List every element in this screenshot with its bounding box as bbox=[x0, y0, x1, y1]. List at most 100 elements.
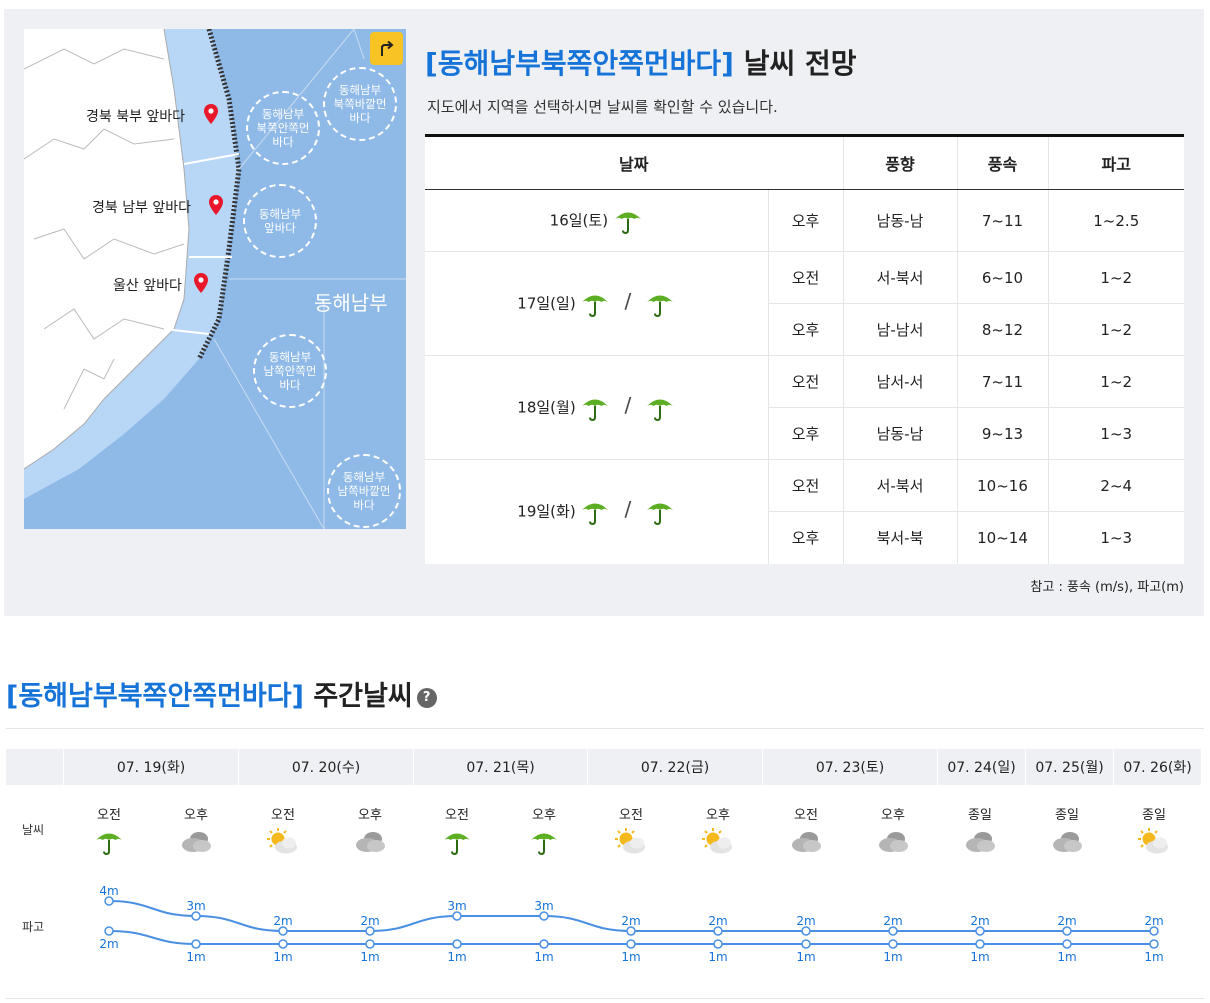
wave-min-point bbox=[104, 926, 114, 936]
location-pin-icon[interactable] bbox=[204, 104, 218, 124]
slot-weather bbox=[1137, 827, 1171, 857]
weekly-date: 07. 23(토) bbox=[763, 749, 937, 785]
forecast-wind-dir: 남서-서 bbox=[842, 355, 957, 408]
slot-weather bbox=[1050, 827, 1084, 857]
wave-max-point bbox=[1149, 926, 1159, 936]
wave-max-label: 2m bbox=[970, 914, 989, 928]
table-row: 오후 남-남서 8~12 1~2 bbox=[425, 303, 1184, 356]
slot-weather bbox=[614, 827, 648, 857]
forecast-title: [동해남부북쪽안쪽먼바다] 날씨 전망 bbox=[425, 42, 857, 82]
forecast-period: 오전 bbox=[767, 355, 843, 408]
map-label-gyeongbuk-north[interactable]: 경북 북부 앞바다 bbox=[86, 109, 186, 125]
location-pin-icon[interactable] bbox=[194, 273, 208, 293]
wave-min-label: 1m bbox=[447, 950, 466, 964]
map-label-ulsan[interactable]: 울산 앞바다 bbox=[113, 278, 182, 294]
table-row: 오후 남동-남 9~13 1~3 bbox=[425, 407, 1184, 460]
slot-period: 오후 bbox=[532, 808, 556, 823]
wave-min-label: 1m bbox=[883, 950, 902, 964]
wave-min-label: 1m bbox=[796, 950, 815, 964]
slash-separator: / bbox=[624, 393, 632, 417]
forecast-wind-dir: 남-남서 bbox=[842, 303, 957, 356]
slot-period: 오전 bbox=[97, 808, 121, 823]
wave-min-label: 2m bbox=[99, 937, 118, 951]
slot-weather bbox=[701, 827, 735, 857]
umbrella-icon bbox=[614, 212, 641, 234]
wave-max-label: 2m bbox=[360, 914, 379, 928]
help-icon[interactable]: ? bbox=[416, 687, 437, 708]
wave-min-label: 1m bbox=[1057, 950, 1076, 964]
wave-min-point bbox=[278, 939, 288, 949]
zone-south-inner[interactable]: 동해남부 남쪽안쪽먼 바다 bbox=[253, 334, 327, 408]
map-label-gyeongbuk-south[interactable]: 경북 남부 앞바다 bbox=[92, 200, 192, 216]
wave-min-label: 1m bbox=[970, 950, 989, 964]
slot-period: 오전 bbox=[271, 808, 295, 823]
wave-min-point bbox=[1062, 939, 1072, 949]
wave-min-label: 1m bbox=[1144, 950, 1163, 964]
zone-south-outer[interactable]: 동해남부 남쪽바깥먼 바다 bbox=[327, 454, 401, 528]
wave-min-label: 1m bbox=[621, 950, 640, 964]
wave-max-label: 3m bbox=[534, 899, 553, 913]
forecast-wind-dir: 남동-남 bbox=[842, 189, 957, 252]
partly-cloudy-icon bbox=[1138, 828, 1168, 854]
forecast-wave: 2~4 bbox=[1047, 459, 1184, 512]
wave-min-label: 1m bbox=[708, 950, 727, 964]
zone-north-outer[interactable]: 동해남부 북쪽바깥먼 바다 bbox=[323, 67, 397, 141]
forecast-wind-speed: 7~11 bbox=[956, 355, 1048, 408]
zone-coastal[interactable]: 동해남부 앞바다 bbox=[243, 184, 317, 258]
forecast-wind-speed: 9~13 bbox=[956, 407, 1048, 460]
umbrella-icon bbox=[582, 399, 609, 421]
row-label-wave: 파고 bbox=[22, 920, 45, 934]
forecast-wind-speed: 10~16 bbox=[956, 459, 1048, 512]
forecast-title-region: [동해남부북쪽안쪽먼바다] bbox=[425, 47, 734, 80]
share-button[interactable] bbox=[370, 32, 403, 65]
forecast-date-cell: 18일(월) / bbox=[425, 355, 768, 460]
umbrella-icon bbox=[444, 833, 470, 856]
forecast-period: 오후 bbox=[767, 407, 843, 460]
share-arrow-icon bbox=[380, 40, 394, 56]
forecast-wind-dir: 남동-남 bbox=[842, 407, 957, 460]
header-wind-dir: 풍향 bbox=[842, 135, 957, 190]
forecast-wind-speed: 8~12 bbox=[956, 303, 1048, 356]
slash-separator: / bbox=[624, 497, 632, 522]
header-wave: 파고 bbox=[1047, 135, 1184, 190]
forecast-subtitle: 지도에서 지역을 선택하시면 날씨를 확인할 수 있습니다. bbox=[427, 98, 778, 116]
wave-min-point bbox=[539, 939, 549, 949]
forecast-period: 오후 bbox=[767, 189, 843, 252]
umbrella-icon bbox=[582, 295, 609, 317]
wave-min-label: 1m bbox=[534, 950, 553, 964]
forecast-wind-speed: 6~10 bbox=[956, 251, 1048, 304]
slot-period: 오전 bbox=[794, 808, 818, 823]
wave-max-point bbox=[626, 926, 636, 936]
umbrella-icon bbox=[647, 399, 674, 421]
forecast-wind-dir: 서-북서 bbox=[842, 251, 957, 304]
header-date: 날짜 bbox=[425, 135, 843, 190]
wave-min-point bbox=[1149, 939, 1159, 949]
slot-period: 오후 bbox=[706, 808, 730, 823]
location-pin-icon[interactable] bbox=[209, 195, 223, 215]
umbrella-icon bbox=[96, 833, 122, 856]
wave-max-point bbox=[365, 926, 375, 936]
slot-weather bbox=[353, 827, 387, 857]
slot-period: 오전 bbox=[619, 808, 643, 823]
wave-max-point bbox=[713, 926, 723, 936]
weekly-date: 07. 24(일) bbox=[938, 749, 1025, 785]
slot-period: 종일 bbox=[1142, 808, 1166, 823]
wave-min-point bbox=[801, 939, 811, 949]
wave-max-label: 4m bbox=[99, 884, 118, 898]
zone-north-inner[interactable]: 동해남부 북쪽안쪽먼 바다 bbox=[246, 91, 320, 165]
wave-max-point bbox=[888, 926, 898, 936]
wave-max-point bbox=[1062, 926, 1072, 936]
slot-weather bbox=[876, 827, 910, 857]
wave-min-point bbox=[713, 939, 723, 949]
wave-max-label: 2m bbox=[883, 914, 902, 928]
wave-max-point bbox=[278, 926, 288, 936]
slot-weather bbox=[266, 827, 300, 857]
weekly-title-text: 주간날씨 bbox=[303, 681, 413, 712]
unit-note: 참고 : 풍속 (m/s), 파고(m) bbox=[1030, 580, 1184, 595]
divider bbox=[6, 728, 1204, 729]
umbrella-icon bbox=[582, 503, 609, 525]
forecast-wave: 1~3 bbox=[1047, 407, 1184, 460]
table-header-row: 날짜 풍향 풍속 파고 bbox=[425, 135, 1184, 190]
region-map[interactable]: 경북 북부 앞바다 경북 남부 앞바다 울산 앞바다 동해남부 북쪽안쪽먼 바다… bbox=[24, 29, 406, 529]
row-label-weather: 날씨 bbox=[22, 823, 45, 837]
